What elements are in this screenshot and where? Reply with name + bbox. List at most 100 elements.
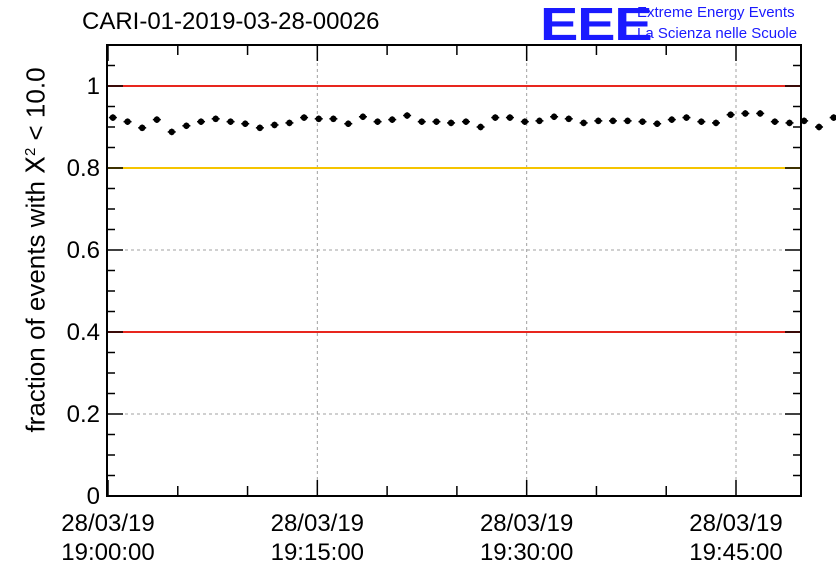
point-marker [521, 118, 529, 125]
data-point-40 [697, 118, 706, 125]
data-point-32 [579, 119, 588, 127]
point-marker [227, 118, 234, 125]
data-point-20 [403, 112, 412, 119]
logo-line-1: Extreme Energy Events [637, 4, 795, 21]
point-marker [712, 119, 720, 127]
data-point-22 [432, 118, 441, 125]
data-point-39 [682, 114, 691, 121]
data-point-2 [138, 124, 147, 132]
point-marker [771, 118, 779, 125]
data-point-16 [344, 120, 353, 127]
point-marker [271, 121, 278, 129]
point-marker [109, 114, 117, 121]
point-marker [345, 120, 352, 127]
data-point-48 [815, 123, 824, 131]
point-marker [447, 119, 455, 127]
x-tick-label-time-3: 19:45:00 [689, 539, 782, 566]
y-axis-ticks: 0 0.2 0.4 0.6 0.8 1 [67, 44, 801, 510]
data-point-3 [152, 116, 161, 123]
data-point-25 [476, 123, 485, 131]
data-point-26 [491, 114, 500, 121]
y-tick-label-5: 1 [87, 73, 100, 100]
x-axis-ticks: 28/03/1919:00:0028/03/1919:15:0028/03/19… [61, 45, 783, 566]
point-marker [124, 118, 131, 125]
point-marker [330, 115, 337, 123]
point-marker [153, 116, 161, 123]
data-point-49 [829, 114, 836, 121]
data-point-43 [741, 110, 750, 117]
data-point-37 [653, 120, 662, 127]
data-point-44 [756, 110, 765, 117]
point-marker [536, 117, 543, 125]
point-marker [418, 118, 425, 125]
data-point-31 [564, 115, 573, 123]
point-marker [668, 116, 676, 123]
data-point-38 [667, 116, 676, 123]
point-marker [477, 123, 484, 131]
data-point-4 [167, 128, 176, 136]
x-tick-label-time-1: 19:15:00 [271, 539, 364, 566]
point-marker [639, 118, 646, 125]
axes-frame [106, 44, 802, 497]
x-tick-label-date-2: 28/03/19 [480, 510, 573, 537]
data-point-41 [711, 119, 720, 127]
data-point-1 [123, 118, 132, 125]
point-marker [595, 117, 602, 125]
data-point-7 [211, 115, 220, 123]
point-marker [550, 113, 558, 120]
point-marker [800, 117, 808, 125]
data-point-11 [270, 121, 279, 129]
data-point-12 [285, 119, 294, 127]
data-point-42 [726, 111, 735, 118]
data-point-10 [255, 124, 264, 132]
data-point-5 [182, 122, 191, 130]
point-marker [683, 114, 690, 121]
data-point-24 [461, 118, 470, 125]
point-marker [300, 114, 308, 121]
point-marker [786, 119, 793, 127]
point-marker [462, 118, 470, 125]
point-marker [256, 124, 264, 132]
data-point-30 [550, 113, 559, 121]
data-point-21 [417, 118, 426, 125]
logo-line-2: La Scienza nelle Scuole [637, 25, 798, 42]
data-point-0 [108, 114, 117, 121]
data-point-27 [505, 114, 514, 121]
data-point-17 [358, 113, 367, 121]
point-marker [742, 110, 749, 117]
grid-lines [107, 45, 801, 496]
data-point-6 [197, 118, 206, 125]
point-marker [727, 111, 734, 118]
data-point-23 [447, 119, 456, 127]
point-marker [403, 112, 411, 119]
x-tick-label-date-0: 28/03/19 [61, 510, 154, 537]
data-point-29 [535, 117, 544, 125]
y-tick-label-0: 0 [87, 483, 100, 510]
point-marker [183, 122, 190, 129]
data-point-14 [314, 115, 323, 123]
chart-title: CARI-01-2019-03-28-00026 [82, 8, 380, 35]
eee-logo: EEE [540, 0, 653, 50]
point-marker [580, 119, 587, 127]
plot-frame [106, 44, 802, 497]
point-marker [138, 124, 146, 132]
point-marker [168, 128, 175, 136]
x-tick-label-time-0: 19:00:00 [61, 539, 154, 566]
data-point-15 [329, 115, 338, 123]
point-marker [315, 115, 322, 123]
x-tick-label-date-3: 28/03/19 [689, 510, 782, 537]
point-marker [492, 114, 499, 121]
y-tick-label-2: 0.4 [67, 319, 100, 346]
data-point-13 [300, 114, 309, 121]
data-points [108, 110, 836, 136]
point-marker [212, 115, 219, 123]
point-marker [698, 118, 705, 125]
point-marker [565, 115, 572, 123]
data-point-45 [770, 118, 779, 125]
data-point-35 [623, 117, 632, 125]
point-marker [389, 116, 396, 123]
data-point-19 [388, 116, 397, 123]
data-point-46 [785, 119, 794, 127]
x-tick-label-time-2: 19:30:00 [480, 539, 573, 566]
